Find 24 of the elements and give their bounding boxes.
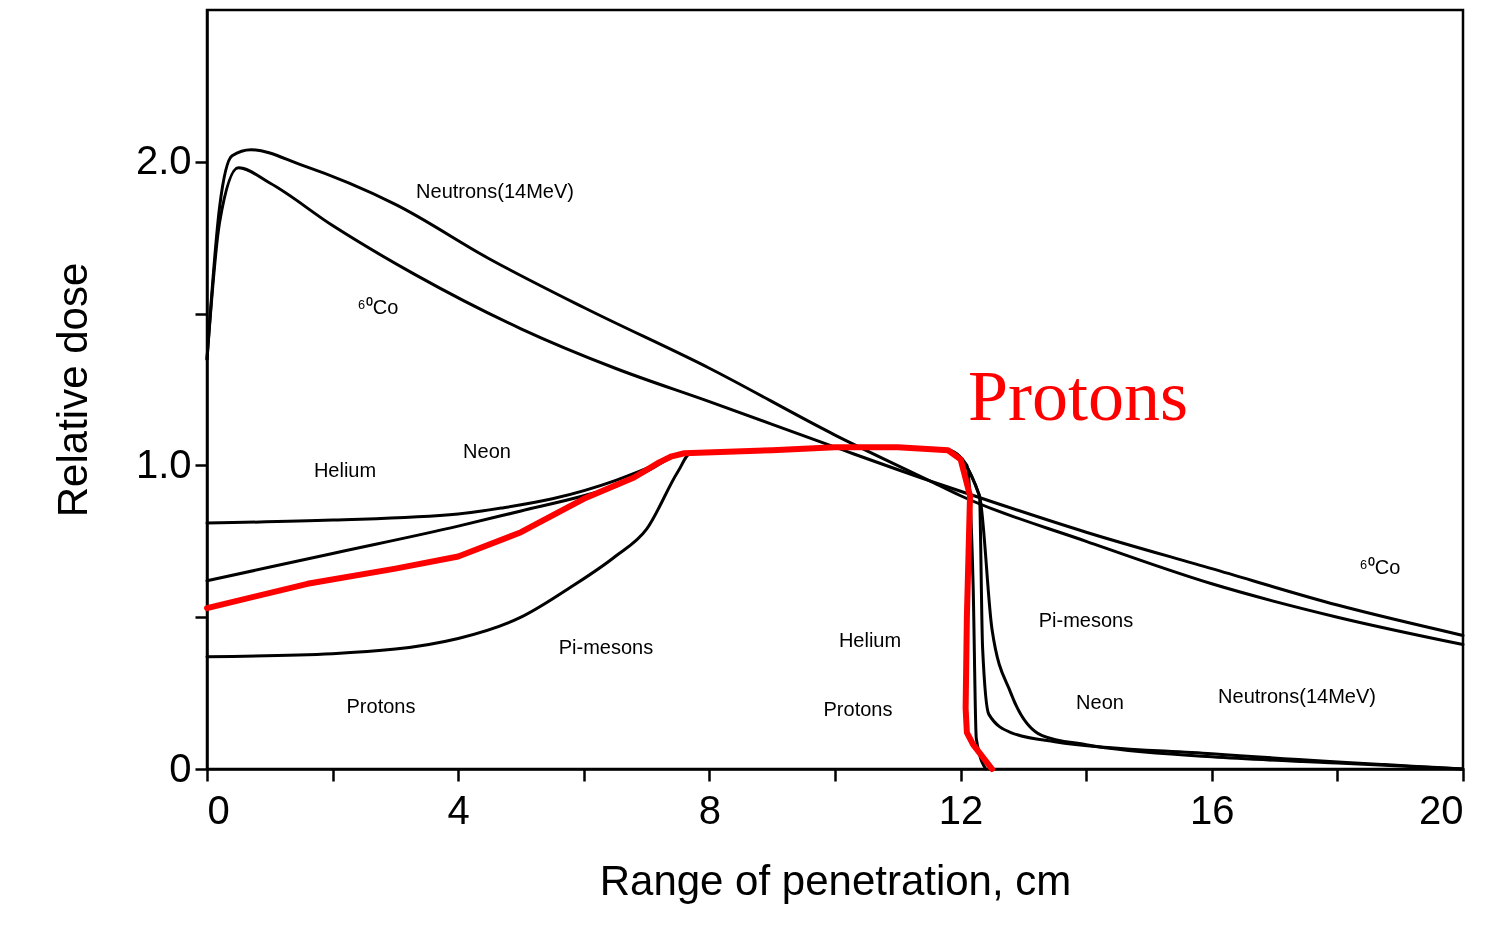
annotation: Neutrons(14MeV)	[416, 180, 574, 202]
x-tick-label: 12	[938, 787, 984, 832]
y-tick-label: 1.0	[135, 441, 192, 486]
annotation: ⁶⁰Co	[1359, 556, 1401, 578]
y-axis-title: Relative dose	[48, 262, 96, 518]
annotation: Neon	[463, 440, 511, 462]
annotation: ⁶⁰Co	[357, 296, 399, 318]
y-tick-label: 2.0	[135, 138, 192, 183]
x-tick-label: 0	[207, 787, 230, 832]
annotation: Protons	[346, 695, 416, 717]
annotation: Neutrons(14MeV)	[1218, 685, 1376, 707]
x-axis-title: Range of penetration, cm	[599, 856, 1072, 904]
annotation: Protons	[823, 698, 893, 720]
x-tick-label: 20	[1419, 787, 1464, 832]
annotation: Neon	[1076, 691, 1124, 713]
annotation: Pi-mesons	[1038, 609, 1134, 631]
x-tick-label: 16	[1190, 787, 1235, 832]
annotation: Helium	[313, 459, 377, 481]
y-tick-label: 0	[169, 745, 192, 790]
annotation: Helium	[838, 629, 902, 651]
series-label: Protons	[967, 356, 1189, 437]
annotation: Pi-mesons	[558, 636, 654, 658]
x-tick-label: 4	[447, 787, 470, 832]
x-tick-label: 8	[698, 787, 722, 832]
